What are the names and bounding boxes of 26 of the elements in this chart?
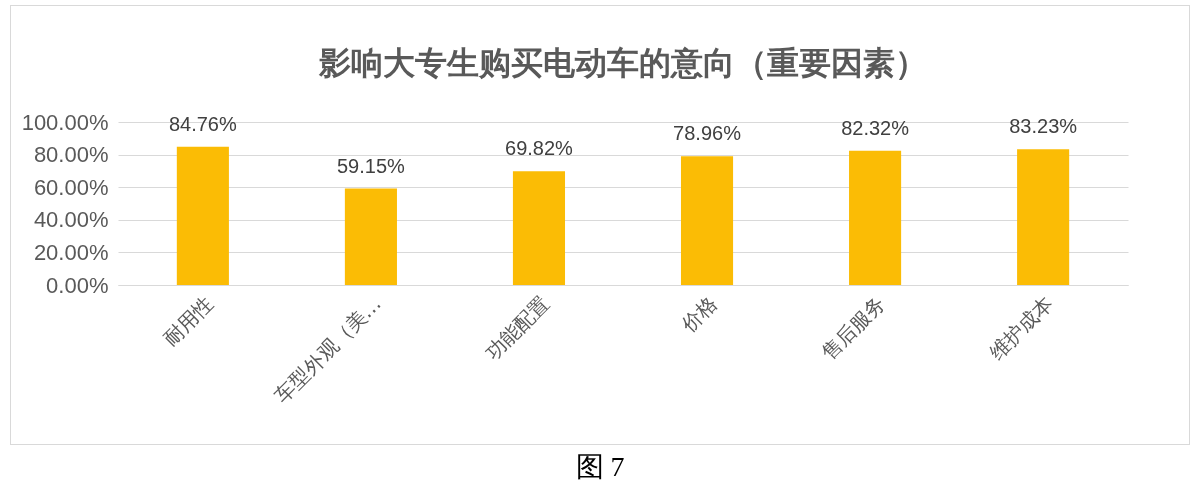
data-label: 59.15% (337, 154, 406, 177)
x-tick-label: 售后服务 (816, 291, 890, 365)
data-label: 69.82% (505, 137, 574, 160)
data-label: 84.76% (168, 112, 237, 135)
bar (849, 150, 902, 285)
bar (176, 146, 229, 285)
bar (344, 188, 397, 285)
x-tick-label: 维护成本 (984, 291, 1058, 365)
y-tick-label: 80.00% (33, 142, 109, 168)
bar (680, 156, 734, 285)
x-tick-label: 耐用性 (158, 291, 218, 351)
x-tick-label: 车型外观（美… (269, 291, 386, 408)
x-tick-label: 价格 (675, 291, 722, 338)
y-tick-label: 100.00% (21, 109, 109, 135)
y-tick-label: 0.00% (46, 272, 109, 298)
bar (1017, 149, 1070, 285)
y-tick-label: 60.00% (33, 174, 109, 200)
bar (512, 171, 566, 285)
chart-title: 影响大专生购买电动车的意向（重要因素） (318, 44, 927, 82)
data-label: 82.32% (841, 116, 910, 139)
y-tick-label: 40.00% (33, 207, 109, 233)
data-label: 83.23% (1009, 115, 1078, 138)
data-label: 78.96% (673, 122, 742, 145)
caption: 图 7 (574, 450, 626, 484)
y-tick-label: 20.00% (33, 239, 109, 265)
x-tick-label: 功能配置 (480, 291, 554, 365)
